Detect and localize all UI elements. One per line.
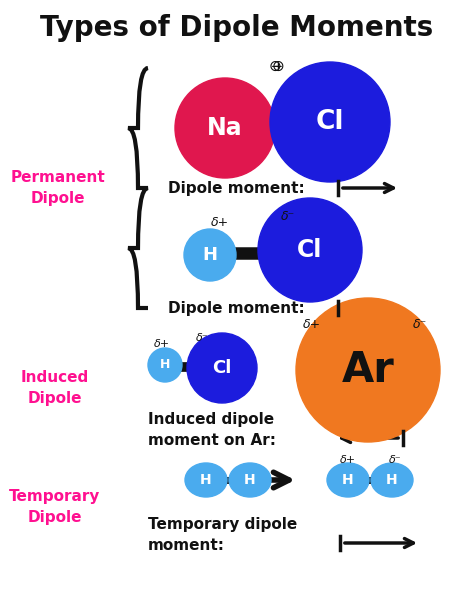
- Ellipse shape: [371, 463, 413, 497]
- Text: H: H: [386, 473, 398, 487]
- Text: Dipole moment:: Dipole moment:: [168, 181, 305, 195]
- Text: Temporary dipole
moment:: Temporary dipole moment:: [148, 517, 297, 553]
- Text: Induced
Dipole: Induced Dipole: [21, 370, 89, 406]
- Text: δ⁻: δ⁻: [196, 333, 208, 343]
- Text: H: H: [200, 473, 212, 487]
- Ellipse shape: [229, 463, 271, 497]
- Ellipse shape: [327, 463, 369, 497]
- Text: H: H: [202, 246, 218, 264]
- Circle shape: [187, 333, 257, 403]
- Circle shape: [270, 62, 390, 182]
- Text: H: H: [244, 473, 256, 487]
- Text: ⊖: ⊖: [269, 59, 282, 73]
- Text: ⊕: ⊕: [272, 59, 284, 73]
- Text: Temporary
Dipole: Temporary Dipole: [9, 489, 100, 525]
- Text: Na: Na: [207, 116, 243, 140]
- Text: H: H: [342, 473, 354, 487]
- Text: Cl: Cl: [212, 359, 232, 377]
- Text: δ+: δ+: [154, 339, 170, 349]
- Text: Cl: Cl: [297, 238, 323, 262]
- Text: δ⁻: δ⁻: [281, 210, 295, 223]
- Text: δ⁻: δ⁻: [389, 455, 401, 465]
- Text: Induced dipole
moment on Ar:: Induced dipole moment on Ar:: [148, 412, 276, 448]
- Circle shape: [258, 198, 362, 302]
- Text: δ+: δ+: [303, 318, 321, 332]
- Text: δ⁻: δ⁻: [413, 318, 427, 332]
- Text: δ+: δ+: [340, 455, 356, 465]
- Circle shape: [175, 78, 275, 178]
- Text: Ar: Ar: [342, 349, 394, 391]
- Text: Permanent
Dipole: Permanent Dipole: [10, 170, 105, 206]
- Text: Dipole moment:: Dipole moment:: [168, 301, 305, 316]
- Text: δ+: δ+: [211, 217, 229, 230]
- Text: Cl: Cl: [316, 109, 344, 135]
- Circle shape: [296, 298, 440, 442]
- Ellipse shape: [185, 463, 227, 497]
- Text: H: H: [160, 359, 170, 372]
- Text: Types of Dipole Moments: Types of Dipole Moments: [40, 14, 434, 42]
- Circle shape: [184, 229, 236, 281]
- Circle shape: [148, 348, 182, 382]
